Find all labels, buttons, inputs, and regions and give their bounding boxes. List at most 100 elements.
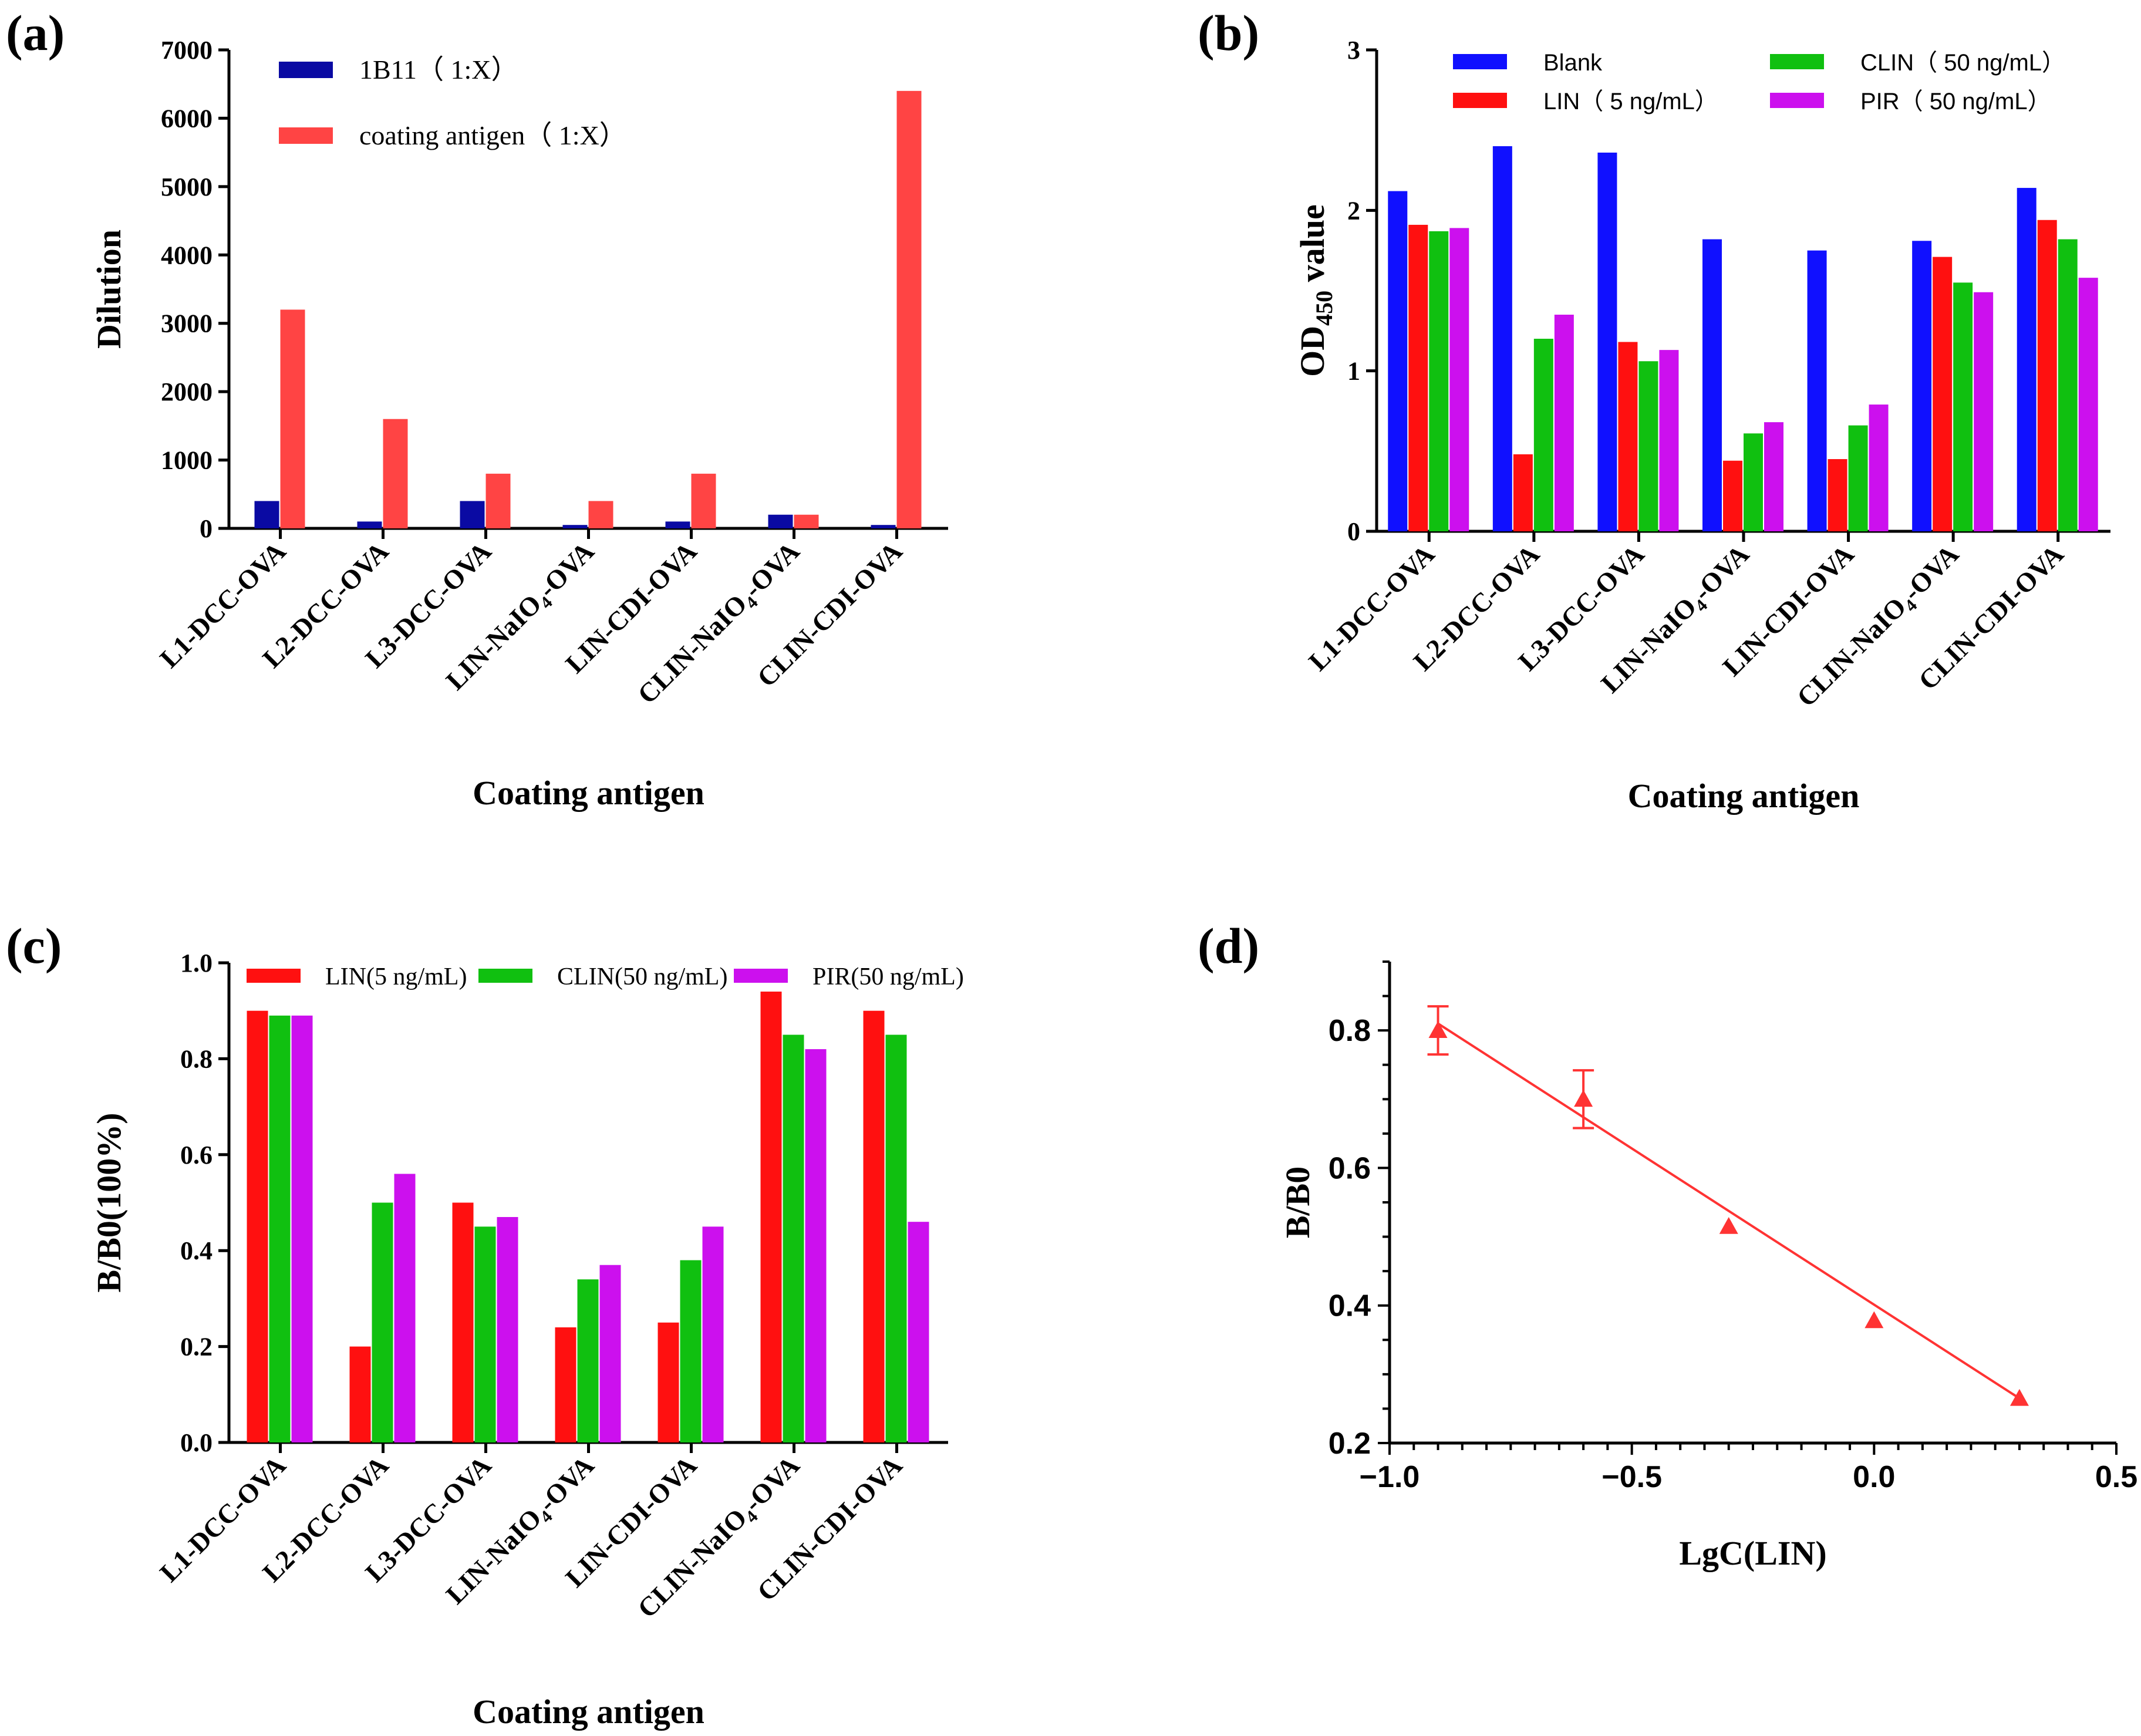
bar xyxy=(599,1265,621,1442)
bar xyxy=(1513,454,1533,531)
y-axis-title: B/B0(100%) xyxy=(90,1113,128,1292)
legend-swatch xyxy=(279,62,333,78)
y-tick-label: 0 xyxy=(1347,517,1360,546)
bar xyxy=(1597,152,1617,531)
bar xyxy=(1974,292,1994,531)
y-axis-title: B/B0 xyxy=(1279,1167,1317,1239)
bar xyxy=(1659,350,1679,531)
legend-swatch xyxy=(734,969,788,983)
bar xyxy=(577,1279,599,1442)
legend-swatch xyxy=(1770,54,1824,69)
bar xyxy=(562,525,588,528)
bar xyxy=(1912,241,1932,531)
y-tick-label: 7000 xyxy=(161,36,213,65)
y-tick-label: 0.4 xyxy=(1329,1289,1371,1323)
bar xyxy=(254,501,279,528)
x-axis-title: Coating antigen xyxy=(473,1693,704,1731)
bar xyxy=(665,521,690,528)
bar xyxy=(497,1217,518,1442)
bar xyxy=(658,1322,679,1442)
bar xyxy=(2078,278,2098,531)
y-axis-title: Dilution xyxy=(90,230,128,349)
bar xyxy=(1638,361,1658,531)
bar xyxy=(1618,342,1638,531)
legend-swatch xyxy=(1453,93,1507,108)
bar xyxy=(1723,460,1742,531)
x-tick-label: 0.5 xyxy=(2095,1460,2137,1494)
y-tick-label: 0.2 xyxy=(1329,1427,1371,1461)
bar xyxy=(783,1034,804,1442)
bar xyxy=(863,1010,885,1442)
bar xyxy=(291,1015,313,1442)
bar xyxy=(349,1346,371,1442)
bar xyxy=(460,501,485,528)
y-axis-title: OD450 value xyxy=(1293,204,1337,377)
bar xyxy=(247,1010,268,1442)
bar xyxy=(794,514,819,528)
bar xyxy=(1533,339,1553,531)
panel-b-chart: 0123L1-DCC-OVAL2-DCC-OVAL3-DCC-OVALIN-Na… xyxy=(1293,36,2110,815)
bar xyxy=(357,521,382,528)
bar xyxy=(908,1222,929,1442)
panel-a-letter: (a) xyxy=(6,5,65,61)
x-axis-title: Coating antigen xyxy=(473,774,704,812)
y-tick-label: 0.0 xyxy=(180,1428,213,1457)
bar xyxy=(1744,433,1763,531)
bar xyxy=(1492,146,1512,531)
data-point xyxy=(1864,1311,1884,1329)
data-point xyxy=(1574,1090,1593,1107)
legend-label: LIN(5 ng/mL) xyxy=(325,963,467,990)
legend-label: PIR（ 50 ng/mL） xyxy=(1860,89,2051,114)
y-tick-label: 2000 xyxy=(161,377,213,406)
panel-a-chart: 01000200030004000500060007000L1-DCC-OVAL… xyxy=(90,36,948,812)
panel-b-letter: (b) xyxy=(1198,5,1259,61)
y-tick-label: 2 xyxy=(1347,196,1360,225)
panel-c-chart: 0.00.20.40.60.81.0L1-DCC-OVAL2-DCC-OVAL3… xyxy=(90,949,964,1731)
bar xyxy=(680,1260,702,1442)
bar xyxy=(372,1202,393,1442)
bar xyxy=(760,992,782,1442)
bar xyxy=(555,1327,576,1442)
y-tick-label: 1000 xyxy=(161,446,213,475)
bar xyxy=(1554,315,1574,531)
legend-swatch xyxy=(247,969,301,983)
panel-d-chart: −1.0 −0.5 0.0 0.5 0.2 0.4 0.6 0.8 LgC(LIN) B/B0 xyxy=(1279,960,2137,1572)
bar xyxy=(2037,220,2057,531)
y-tick-label: 3 xyxy=(1347,36,1360,65)
bar xyxy=(768,514,793,528)
y-tick-label: 0.6 xyxy=(1329,1151,1371,1185)
bar xyxy=(2017,188,2037,532)
bar xyxy=(1429,231,1449,531)
bar xyxy=(1388,191,1408,531)
bar xyxy=(1449,228,1469,531)
legend-swatch xyxy=(1453,54,1507,69)
y-tick-label: 0 xyxy=(200,514,213,543)
bar xyxy=(1933,257,1953,531)
y-tick-label: 0.8 xyxy=(180,1044,213,1073)
y-tick-label: 0.8 xyxy=(1329,1014,1371,1048)
x-tick-label: −1.0 xyxy=(1360,1460,1420,1494)
bar xyxy=(1869,404,1889,531)
fit-line xyxy=(1437,1022,2021,1400)
bar xyxy=(1408,224,1428,531)
bar xyxy=(394,1174,416,1442)
legend-swatch xyxy=(279,127,333,144)
panel-d-letter: (d) xyxy=(1198,918,1259,974)
bar xyxy=(280,309,305,528)
legend-label: LIN（ 5 ng/mL） xyxy=(1543,89,1718,114)
data-point xyxy=(2009,1388,2029,1406)
y-tick-label: 0.2 xyxy=(180,1333,213,1361)
legend-label: CLIN（ 50 ng/mL） xyxy=(1860,50,2065,76)
bar xyxy=(896,90,922,528)
bar xyxy=(269,1015,291,1442)
y-tick-label: 1 xyxy=(1347,357,1360,386)
y-tick-label: 4000 xyxy=(161,241,213,269)
y-tick-label: 6000 xyxy=(161,104,213,133)
bar xyxy=(452,1202,474,1442)
bar xyxy=(1807,250,1827,531)
legend-label: PIR(50 ng/mL) xyxy=(812,963,964,990)
bar xyxy=(1702,239,1722,531)
x-axis-title: Coating antigen xyxy=(1628,777,1860,815)
bar xyxy=(1764,422,1783,531)
legend-swatch xyxy=(1770,93,1824,108)
